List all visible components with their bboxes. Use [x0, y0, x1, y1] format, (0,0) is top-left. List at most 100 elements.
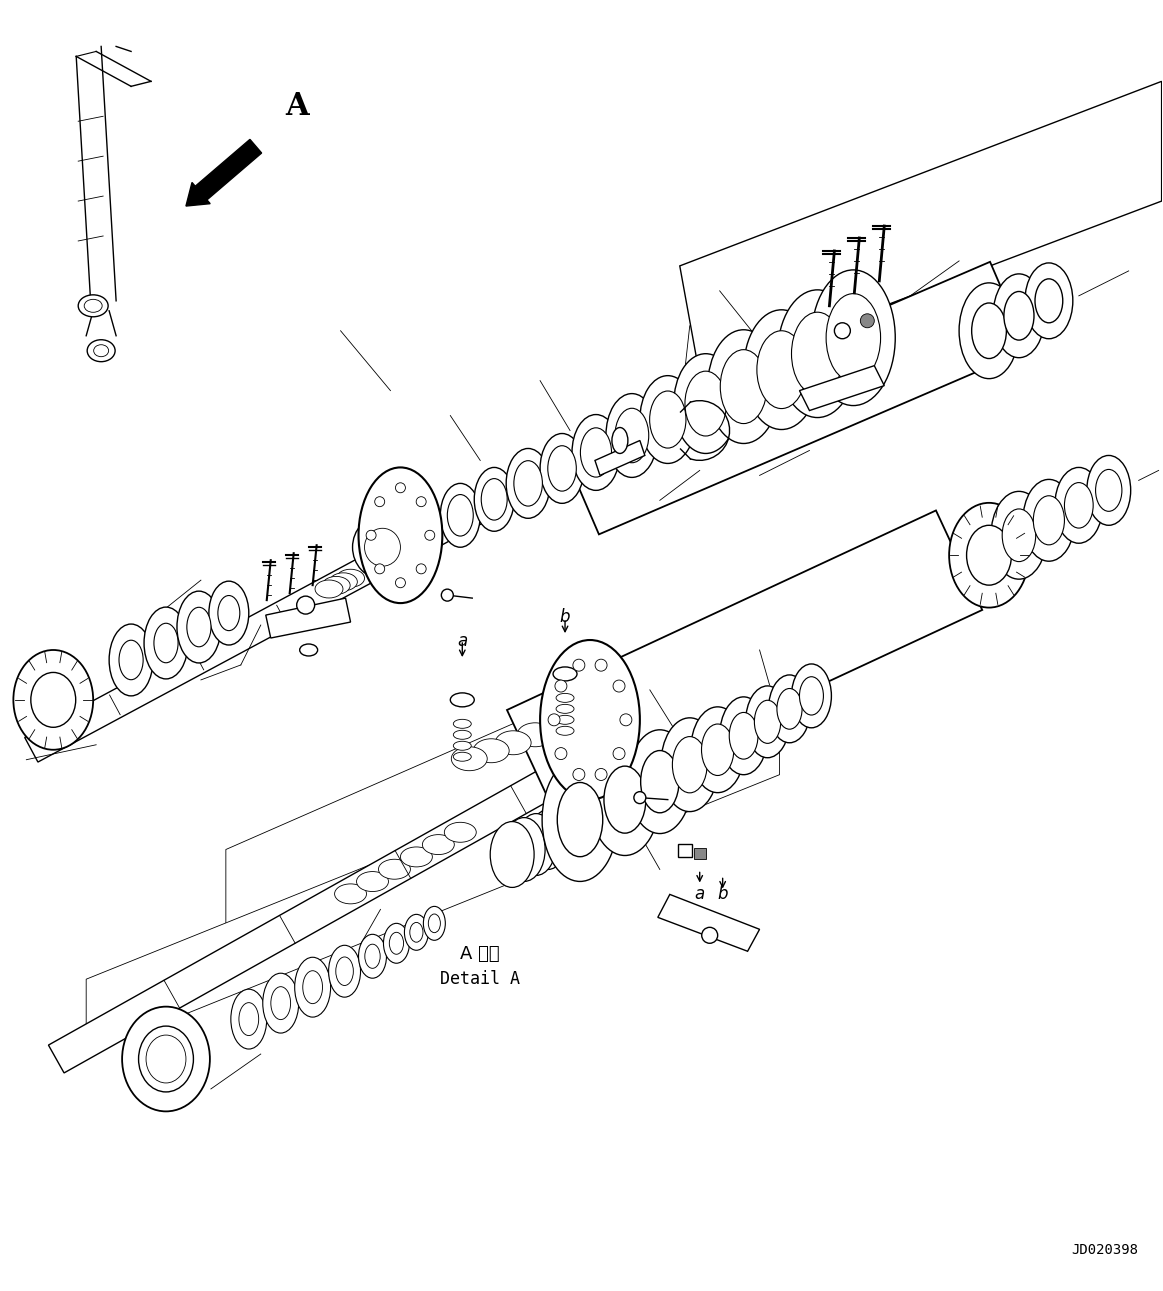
Ellipse shape — [428, 914, 441, 932]
Ellipse shape — [473, 738, 509, 763]
Ellipse shape — [548, 445, 577, 491]
Ellipse shape — [542, 806, 578, 864]
Polygon shape — [49, 656, 757, 1073]
Ellipse shape — [209, 581, 249, 646]
Ellipse shape — [144, 607, 188, 679]
Ellipse shape — [238, 1003, 258, 1035]
Ellipse shape — [94, 345, 108, 356]
Circle shape — [555, 747, 566, 759]
Ellipse shape — [572, 414, 620, 491]
Circle shape — [374, 564, 385, 573]
Ellipse shape — [422, 834, 455, 855]
Ellipse shape — [529, 809, 568, 869]
Ellipse shape — [606, 394, 658, 478]
Text: A 詳細: A 詳細 — [461, 945, 500, 963]
Ellipse shape — [358, 467, 442, 603]
Circle shape — [416, 564, 426, 573]
Bar — [678, 843, 692, 857]
Ellipse shape — [329, 573, 357, 591]
Ellipse shape — [1086, 456, 1130, 525]
Ellipse shape — [454, 731, 471, 740]
Ellipse shape — [799, 676, 823, 715]
Polygon shape — [595, 440, 644, 475]
Text: a: a — [694, 886, 705, 904]
Polygon shape — [86, 700, 779, 1053]
Polygon shape — [226, 620, 750, 930]
Text: Detail A: Detail A — [441, 971, 520, 988]
Ellipse shape — [217, 595, 240, 630]
Ellipse shape — [444, 822, 477, 842]
Ellipse shape — [263, 973, 299, 1033]
Circle shape — [634, 791, 645, 803]
Ellipse shape — [540, 434, 584, 503]
Polygon shape — [266, 598, 350, 638]
Ellipse shape — [336, 569, 364, 587]
Circle shape — [555, 680, 566, 692]
Ellipse shape — [540, 640, 640, 799]
Circle shape — [834, 323, 850, 338]
Circle shape — [374, 497, 385, 506]
Circle shape — [595, 660, 607, 671]
Ellipse shape — [409, 923, 423, 942]
Ellipse shape — [1055, 467, 1103, 544]
Ellipse shape — [491, 821, 534, 887]
Ellipse shape — [187, 607, 211, 647]
Text: a: a — [457, 633, 468, 649]
Circle shape — [395, 578, 406, 587]
Polygon shape — [507, 510, 983, 809]
Ellipse shape — [450, 693, 475, 707]
Circle shape — [441, 589, 454, 602]
Ellipse shape — [322, 576, 350, 594]
Ellipse shape — [556, 715, 575, 724]
Ellipse shape — [628, 729, 692, 834]
Ellipse shape — [364, 528, 400, 567]
Ellipse shape — [959, 283, 1019, 378]
Ellipse shape — [993, 274, 1044, 358]
Ellipse shape — [1035, 279, 1063, 323]
Ellipse shape — [720, 697, 768, 775]
Ellipse shape — [826, 293, 880, 382]
Polygon shape — [561, 262, 1028, 534]
Ellipse shape — [357, 871, 388, 892]
Ellipse shape — [87, 340, 115, 361]
Ellipse shape — [1023, 479, 1075, 562]
Ellipse shape — [971, 303, 1006, 359]
Ellipse shape — [672, 737, 707, 793]
Ellipse shape — [1064, 483, 1093, 528]
Ellipse shape — [378, 860, 411, 879]
Ellipse shape — [701, 724, 734, 776]
Ellipse shape — [673, 354, 737, 453]
Circle shape — [424, 531, 435, 540]
Ellipse shape — [792, 312, 843, 395]
Ellipse shape — [352, 515, 413, 580]
Ellipse shape — [812, 270, 896, 405]
Ellipse shape — [580, 427, 612, 478]
Ellipse shape — [949, 502, 1029, 608]
Ellipse shape — [336, 957, 354, 985]
Ellipse shape — [109, 624, 154, 696]
Ellipse shape — [119, 640, 143, 680]
Ellipse shape — [177, 591, 221, 664]
Ellipse shape — [720, 350, 766, 423]
Ellipse shape — [154, 624, 178, 662]
Ellipse shape — [1003, 509, 1036, 562]
Text: b: b — [718, 886, 728, 904]
Ellipse shape — [30, 673, 76, 727]
Ellipse shape — [556, 727, 575, 736]
Ellipse shape — [448, 494, 473, 536]
Circle shape — [620, 714, 632, 726]
Ellipse shape — [495, 731, 531, 755]
Ellipse shape — [1025, 263, 1072, 338]
Ellipse shape — [504, 817, 545, 882]
Ellipse shape — [454, 741, 471, 750]
Ellipse shape — [769, 675, 811, 742]
Ellipse shape — [454, 719, 471, 728]
Ellipse shape — [405, 914, 428, 950]
Text: JD020398: JD020398 — [1071, 1242, 1139, 1256]
Ellipse shape — [743, 310, 820, 430]
Ellipse shape — [454, 753, 471, 762]
Ellipse shape — [1096, 470, 1122, 511]
Circle shape — [573, 768, 585, 781]
Ellipse shape — [685, 371, 727, 436]
Ellipse shape — [615, 408, 649, 462]
